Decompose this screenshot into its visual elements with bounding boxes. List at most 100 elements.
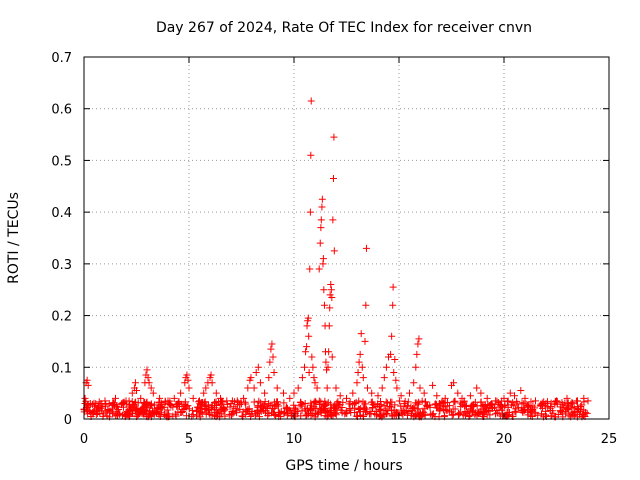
- plot-frame: [83, 56, 610, 420]
- baseline-point: [403, 407, 411, 415]
- baseline-point: [467, 402, 475, 410]
- data-point: [170, 394, 178, 402]
- data-point: [492, 397, 500, 405]
- data-point: [388, 332, 396, 340]
- baseline-point: [113, 403, 121, 411]
- baseline-point: [119, 399, 127, 407]
- baseline-point: [146, 410, 154, 418]
- data-point: [294, 384, 302, 392]
- baseline-point: [553, 400, 561, 408]
- data-point: [506, 389, 514, 397]
- baseline-point: [112, 402, 120, 410]
- baseline-point: [547, 402, 555, 410]
- baseline-point: [128, 406, 136, 414]
- baseline-point: [180, 400, 188, 408]
- baseline-point: [245, 409, 253, 417]
- data-point: [83, 376, 91, 384]
- baseline-point: [436, 407, 444, 415]
- data-point: [412, 363, 420, 371]
- baseline-point: [100, 410, 108, 418]
- baseline-point: [528, 405, 536, 413]
- data-point: [343, 394, 350, 402]
- baseline-point: [393, 408, 401, 416]
- baseline-point: [310, 403, 318, 411]
- data-point: [303, 322, 311, 330]
- baseline-point: [395, 397, 403, 405]
- baseline-point: [581, 408, 589, 416]
- data-point: [304, 314, 312, 322]
- data-point: [273, 384, 281, 392]
- data-point: [310, 374, 318, 382]
- baseline-point: [505, 408, 513, 416]
- data-point: [316, 239, 324, 247]
- data-point: [420, 389, 428, 397]
- baseline-point: [210, 406, 218, 414]
- data-point: [329, 216, 337, 224]
- baseline-point: [431, 400, 439, 408]
- baseline-point: [123, 407, 131, 415]
- baseline-point: [492, 410, 500, 418]
- baseline-point: [297, 412, 305, 420]
- data-point: [308, 353, 316, 361]
- data-point: [389, 301, 397, 309]
- data-point: [252, 368, 260, 376]
- data-point: [320, 286, 328, 294]
- data-point: [149, 389, 157, 397]
- data-point: [207, 371, 215, 379]
- baseline-point: [193, 403, 201, 411]
- data-point: [319, 255, 327, 263]
- data-point: [330, 247, 338, 255]
- data-point: [317, 224, 325, 232]
- baseline-point: [94, 405, 102, 413]
- baseline-point: [153, 410, 161, 418]
- baseline-point: [174, 402, 182, 410]
- data-point: [86, 399, 94, 407]
- data-point: [122, 397, 130, 405]
- baseline-point: [157, 408, 165, 416]
- baseline-point: [497, 402, 505, 410]
- baseline-point: [221, 406, 229, 414]
- data-point: [240, 394, 248, 402]
- baseline-point: [84, 403, 92, 411]
- data-point: [307, 151, 315, 159]
- baseline-point: [271, 411, 279, 419]
- data-point: [416, 384, 424, 392]
- baseline-point: [128, 398, 136, 406]
- baseline-point: [377, 401, 385, 409]
- baseline-point: [290, 401, 298, 409]
- data-point: [324, 363, 332, 371]
- y-tick-label: 0.3: [51, 258, 72, 273]
- data-point: [311, 379, 319, 387]
- baseline-point: [274, 408, 282, 416]
- data-point: [450, 379, 458, 387]
- baseline-point: [193, 412, 201, 420]
- baseline-point: [414, 400, 422, 408]
- baseline-point: [518, 404, 526, 412]
- baseline-point: [342, 407, 350, 415]
- data-point: [380, 374, 388, 382]
- baseline-point: [372, 411, 380, 419]
- baseline-point: [108, 405, 116, 413]
- data-point: [280, 389, 287, 397]
- data-point: [374, 392, 382, 400]
- data-point: [553, 397, 560, 405]
- data-point: [196, 397, 203, 405]
- data-point: [511, 392, 518, 400]
- data-point: [580, 394, 588, 402]
- data-point: [329, 175, 337, 183]
- data-point: [325, 348, 333, 356]
- data-point: [458, 394, 466, 402]
- baseline-point: [150, 401, 158, 409]
- baseline-point: [202, 402, 210, 410]
- data-point: [137, 394, 145, 402]
- baseline-point: [423, 401, 431, 409]
- data-point: [477, 389, 485, 397]
- data-point: [177, 389, 185, 397]
- data-point: [332, 384, 340, 392]
- baseline-point: [208, 411, 216, 419]
- baseline-point: [355, 405, 363, 413]
- data-point: [315, 265, 323, 273]
- baseline-point: [236, 405, 244, 413]
- data-point: [532, 397, 539, 405]
- data-point: [378, 384, 386, 392]
